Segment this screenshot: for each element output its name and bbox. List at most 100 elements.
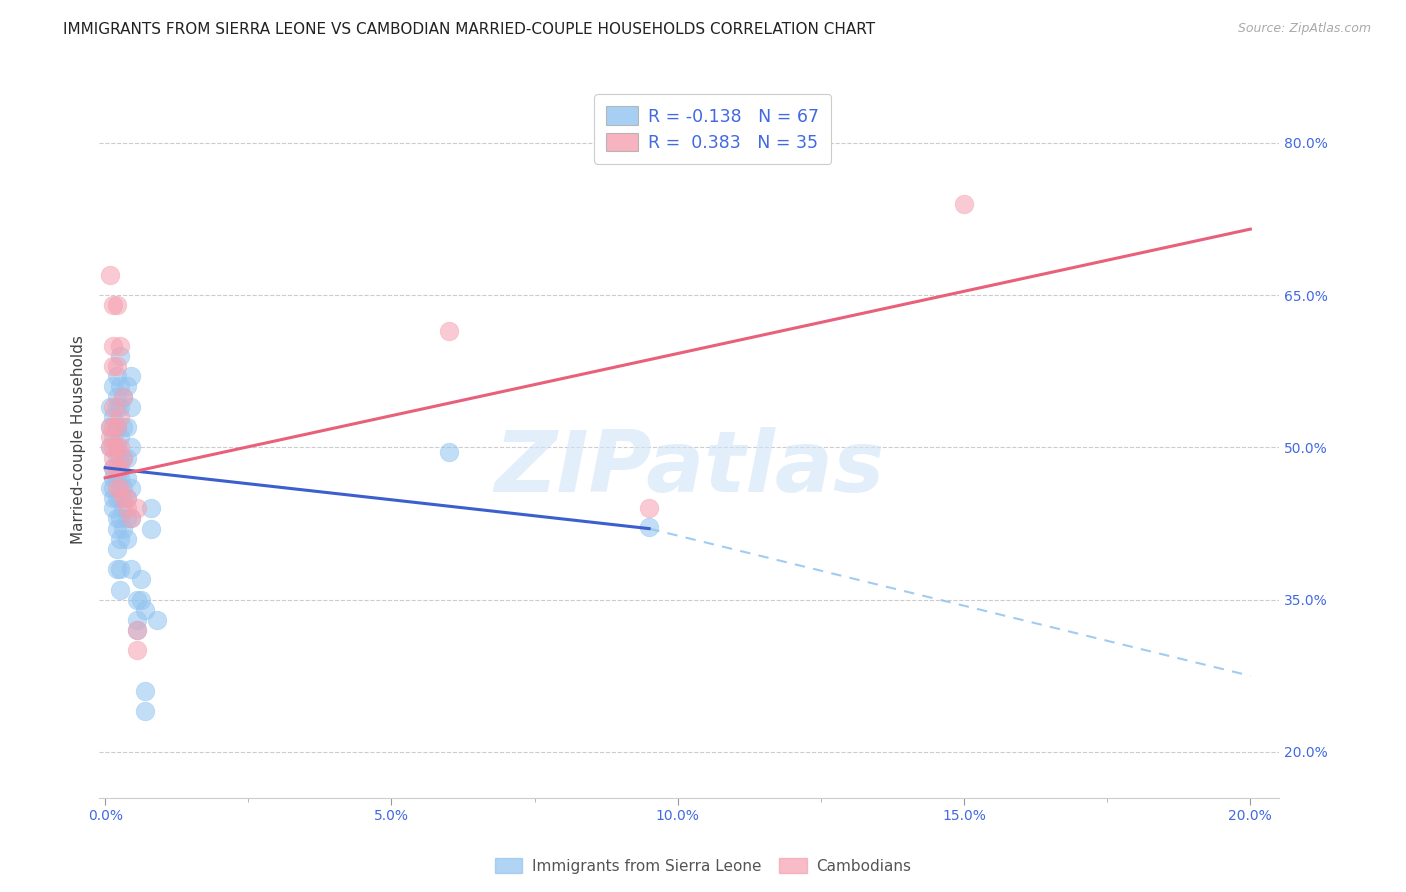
Point [98, 441, 121, 455]
Point [112, 501, 135, 516]
Point [98, 420, 121, 434]
Point [105, 491, 128, 505]
Point [112, 390, 135, 404]
Point [638, 501, 661, 516]
Point [105, 471, 128, 485]
Point [101, 409, 124, 424]
Point [115, 511, 138, 525]
Legend: R = -0.138   N = 67, R =  0.383   N = 35: R = -0.138 N = 67, R = 0.383 N = 35 [595, 95, 831, 164]
Point [115, 491, 138, 505]
Point [953, 196, 976, 211]
Point [108, 471, 131, 485]
Point [105, 562, 128, 576]
Point [105, 298, 128, 312]
Point [437, 445, 460, 459]
Point [125, 592, 148, 607]
Point [105, 481, 128, 495]
Point [105, 441, 128, 455]
Point [112, 420, 135, 434]
Point [105, 369, 128, 384]
Point [98, 400, 121, 414]
Point [105, 390, 128, 404]
Point [112, 491, 135, 505]
Point [98, 268, 121, 282]
Point [115, 532, 138, 546]
Point [101, 450, 124, 465]
Point [139, 522, 162, 536]
Point [105, 441, 128, 455]
Point [101, 491, 124, 505]
Point [108, 349, 131, 363]
Point [108, 562, 131, 576]
Point [115, 471, 138, 485]
Point [120, 400, 142, 414]
Point [120, 511, 142, 525]
Point [125, 501, 148, 516]
Point [125, 613, 148, 627]
Y-axis label: Married-couple Households: Married-couple Households [72, 335, 86, 544]
Point [120, 511, 142, 525]
Point [120, 562, 142, 576]
Point [101, 441, 124, 455]
Point [101, 430, 124, 444]
Point [98, 441, 121, 455]
Point [108, 441, 131, 455]
Point [108, 491, 131, 505]
Point [101, 298, 124, 312]
Point [108, 379, 131, 393]
Point [115, 379, 138, 393]
Point [105, 420, 128, 434]
Point [108, 481, 131, 495]
Point [98, 481, 121, 495]
Point [101, 471, 124, 485]
Point [120, 369, 142, 384]
Text: IMMIGRANTS FROM SIERRA LEONE VS CAMBODIAN MARRIED-COUPLE HOUSEHOLDS CORRELATION : IMMIGRANTS FROM SIERRA LEONE VS CAMBODIA… [63, 22, 876, 37]
Point [112, 450, 135, 465]
Point [105, 522, 128, 536]
Point [105, 359, 128, 374]
Point [112, 481, 135, 495]
Point [125, 643, 148, 657]
Point [120, 441, 142, 455]
Point [115, 420, 138, 434]
Point [108, 409, 131, 424]
Point [437, 324, 460, 338]
Point [125, 623, 148, 637]
Point [145, 613, 167, 627]
Point [115, 450, 138, 465]
Point [125, 623, 148, 637]
Point [98, 430, 121, 444]
Point [108, 400, 131, 414]
Point [108, 511, 131, 525]
Point [108, 532, 131, 546]
Point [108, 460, 131, 475]
Point [112, 522, 135, 536]
Point [101, 359, 124, 374]
Point [101, 379, 124, 393]
Point [120, 481, 142, 495]
Point [112, 450, 135, 465]
Point [129, 573, 152, 587]
Point [108, 450, 131, 465]
Text: ZIPatlas: ZIPatlas [494, 427, 884, 510]
Point [98, 420, 121, 434]
Point [101, 420, 124, 434]
Point [101, 400, 124, 414]
Point [115, 501, 138, 516]
Point [101, 339, 124, 353]
Point [108, 582, 131, 597]
Point [105, 420, 128, 434]
Point [105, 541, 128, 556]
Point [115, 491, 138, 505]
Point [101, 501, 124, 516]
Text: Source: ZipAtlas.com: Source: ZipAtlas.com [1237, 22, 1371, 36]
Point [105, 400, 128, 414]
Point [638, 519, 661, 533]
Point [134, 705, 156, 719]
Point [105, 450, 128, 465]
Point [134, 603, 156, 617]
Point [105, 511, 128, 525]
Point [105, 460, 128, 475]
Point [101, 460, 124, 475]
Legend: Immigrants from Sierra Leone, Cambodians: Immigrants from Sierra Leone, Cambodians [489, 852, 917, 880]
